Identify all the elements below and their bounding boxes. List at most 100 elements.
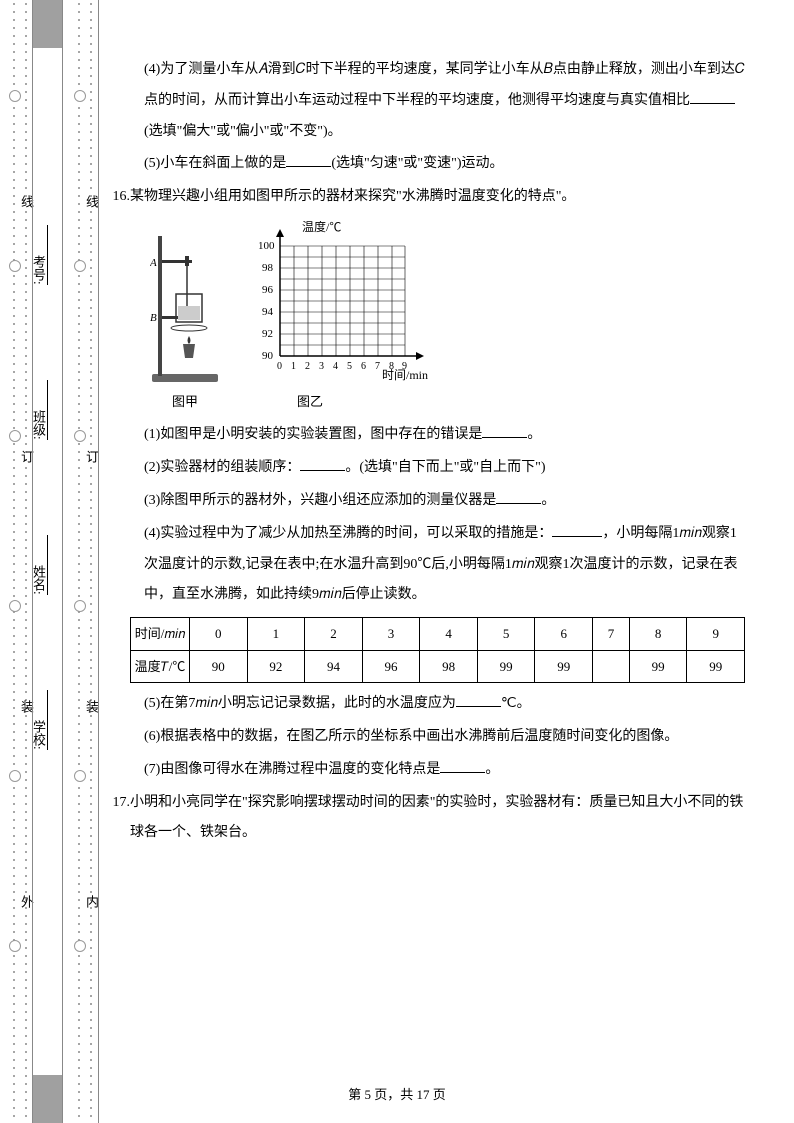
q17: 17.小明和小亮同学在"探究影响摆球摆动时间的因素"的实验时，实验器材有：质量已…	[130, 788, 745, 850]
margin-circle	[9, 430, 21, 442]
margin-circle	[9, 940, 21, 952]
svg-text:B: B	[150, 312, 157, 324]
margin-char-bind: 装	[17, 700, 36, 713]
svg-text:温度/℃: 温度/℃	[302, 221, 341, 234]
q17-num: 17.	[102, 788, 130, 819]
q15-p5: (5)小车在斜面上做的是 (选填"匀速"或"变速")运动。	[130, 149, 745, 180]
blank	[440, 758, 485, 773]
page-footer: 第 5 页，共 17 页	[0, 1084, 794, 1103]
chart-figure: 温度/℃ 100 98 9	[240, 221, 420, 416]
margin-dots-inner2	[90, 0, 92, 1123]
q16-p1: (1)如图甲是小明安装的实验装置图，图中存在的错误是。	[130, 420, 745, 451]
margin-circle	[9, 90, 21, 102]
data-table: 时间/𝑚𝑖𝑛 0 1 2 3 4 5 6 7 8 9 温度𝑇/℃ 90 92 9…	[130, 617, 745, 683]
border-line	[98, 0, 99, 1123]
table-cell: 99	[629, 650, 687, 683]
apparatus-svg: A B	[150, 236, 220, 386]
blank	[286, 152, 331, 167]
blank	[552, 522, 602, 537]
margin-char-line: 线	[17, 195, 36, 208]
blank	[300, 456, 345, 471]
svg-text:时间/min: 时间/min	[382, 368, 428, 381]
margin-circle	[74, 940, 86, 952]
q15-p4: (4)为了测量小车从𝐴滑到𝐶时下半程的平均速度，某同学让小车从𝐵点由静止释放，测…	[130, 55, 745, 147]
q16-p7: (7)由图像可得水在沸腾过程中温度的变化特点是。	[130, 755, 745, 786]
q16-num: 16.	[102, 182, 130, 213]
table-cell: 6	[535, 618, 593, 651]
svg-text:96: 96	[262, 284, 274, 296]
blank	[456, 692, 501, 707]
svg-text:A: A	[150, 257, 157, 269]
table-cell: 94	[305, 650, 363, 683]
table-cell	[593, 650, 630, 683]
svg-text:90: 90	[262, 350, 274, 362]
margin-circle	[74, 600, 86, 612]
figure-row: A B 图甲 温度/℃	[150, 221, 745, 416]
svg-text:92: 92	[262, 328, 273, 340]
q15-p4-text: (4)为了测量小车从𝐴滑到𝐶时下半程的平均速度，某同学让小车从𝐵点由静止释放，测…	[144, 62, 745, 108]
table-cell: 99	[687, 650, 745, 683]
svg-text:3: 3	[319, 361, 324, 372]
margin-dots-outer2	[25, 0, 27, 1123]
svg-text:4: 4	[333, 361, 338, 372]
table-cell: 96	[362, 650, 420, 683]
blank	[482, 423, 527, 438]
table-cell: 90	[190, 650, 248, 683]
table-cell: 99	[535, 650, 593, 683]
svg-text:5: 5	[347, 361, 352, 372]
gray-block-top	[32, 0, 62, 48]
blank	[690, 89, 735, 104]
margin-circle	[9, 260, 21, 272]
margin-circle	[9, 600, 21, 612]
q15-p5-hint: (选填"匀速"或"变速")运动。	[331, 156, 503, 171]
table-cell: 98	[420, 650, 478, 683]
table-cell: 4	[420, 618, 478, 651]
table-row: 温度𝑇/℃ 90 92 94 96 98 99 99 99 99	[131, 650, 745, 683]
blank	[496, 489, 541, 504]
border-line	[32, 0, 33, 1123]
table-cell: 3	[362, 618, 420, 651]
svg-text:7: 7	[375, 361, 380, 372]
margin-char-order: 订	[17, 450, 36, 463]
q16-p3: (3)除图甲所示的器材外，兴趣小组还应添加的测量仪器是。	[130, 486, 745, 517]
svg-text:2: 2	[305, 361, 310, 372]
margin-circle	[74, 770, 86, 782]
table-cell: 8	[629, 618, 687, 651]
fig2-label: 图乙	[200, 388, 420, 417]
svg-text:100: 100	[258, 240, 275, 252]
border-line	[62, 0, 63, 1123]
row1-label: 时间/𝑚𝑖𝑛	[131, 618, 190, 651]
table-cell: 99	[477, 650, 535, 683]
margin-circle	[74, 260, 86, 272]
svg-text:98: 98	[262, 262, 274, 274]
q15-p4-hint: (选填"偏大"或"偏小"或"不变")。	[144, 124, 342, 139]
table-cell: 1	[247, 618, 305, 651]
chart-svg: 温度/℃ 100 98 9	[240, 221, 440, 381]
margin-circle	[9, 770, 21, 782]
table-cell: 7	[593, 618, 630, 651]
margin-circle	[74, 90, 86, 102]
table-cell: 0	[190, 618, 248, 651]
margin-char-outer: 外	[17, 895, 36, 908]
q16-intro: 某物理兴趣小组用如图甲所示的器材来探究"水沸腾时温度变化的特点"。	[130, 189, 575, 204]
q17-text: 小明和小亮同学在"探究影响摆球摆动时间的因素"的实验时，实验器材有：质量已知且大…	[130, 795, 743, 841]
q15-p5-text: (5)小车在斜面上做的是	[144, 156, 286, 171]
table-cell: 5	[477, 618, 535, 651]
table-cell: 2	[305, 618, 363, 651]
table-cell: 92	[247, 650, 305, 683]
table-row: 时间/𝑚𝑖𝑛 0 1 2 3 4 5 6 7 8 9	[131, 618, 745, 651]
margin-dots-inner	[78, 0, 80, 1123]
svg-text:6: 6	[361, 361, 366, 372]
q16-p4: (4)实验过程中为了减少从加热至沸腾的时间，可以采取的措施是：，小明每隔1𝑚𝑖𝑛…	[130, 519, 745, 611]
q16-p6: (6)根据表格中的数据，在图乙所示的坐标系中画出水沸腾前后温度随时间变化的图像。	[130, 722, 745, 753]
table-cell: 9	[687, 618, 745, 651]
svg-text:1: 1	[291, 361, 296, 372]
row2-label: 温度𝑇/℃	[131, 650, 190, 683]
svg-text:0: 0	[277, 361, 282, 372]
margin-circle	[74, 430, 86, 442]
q16: 16.某物理兴趣小组用如图甲所示的器材来探究"水沸腾时温度变化的特点"。	[130, 182, 745, 213]
svg-text:94: 94	[262, 306, 274, 318]
q16-p5: (5)在第7𝑚𝑖𝑛小明忘记记录数据，此时的水温度应为℃。	[130, 689, 745, 720]
q16-p2: (2)实验器材的组装顺序：。(选填"自下而上"或"自上而下")	[130, 453, 745, 484]
main-content: (4)为了测量小车从𝐴滑到𝐶时下半程的平均速度，某同学让小车从𝐵点由静止释放，测…	[130, 55, 745, 851]
